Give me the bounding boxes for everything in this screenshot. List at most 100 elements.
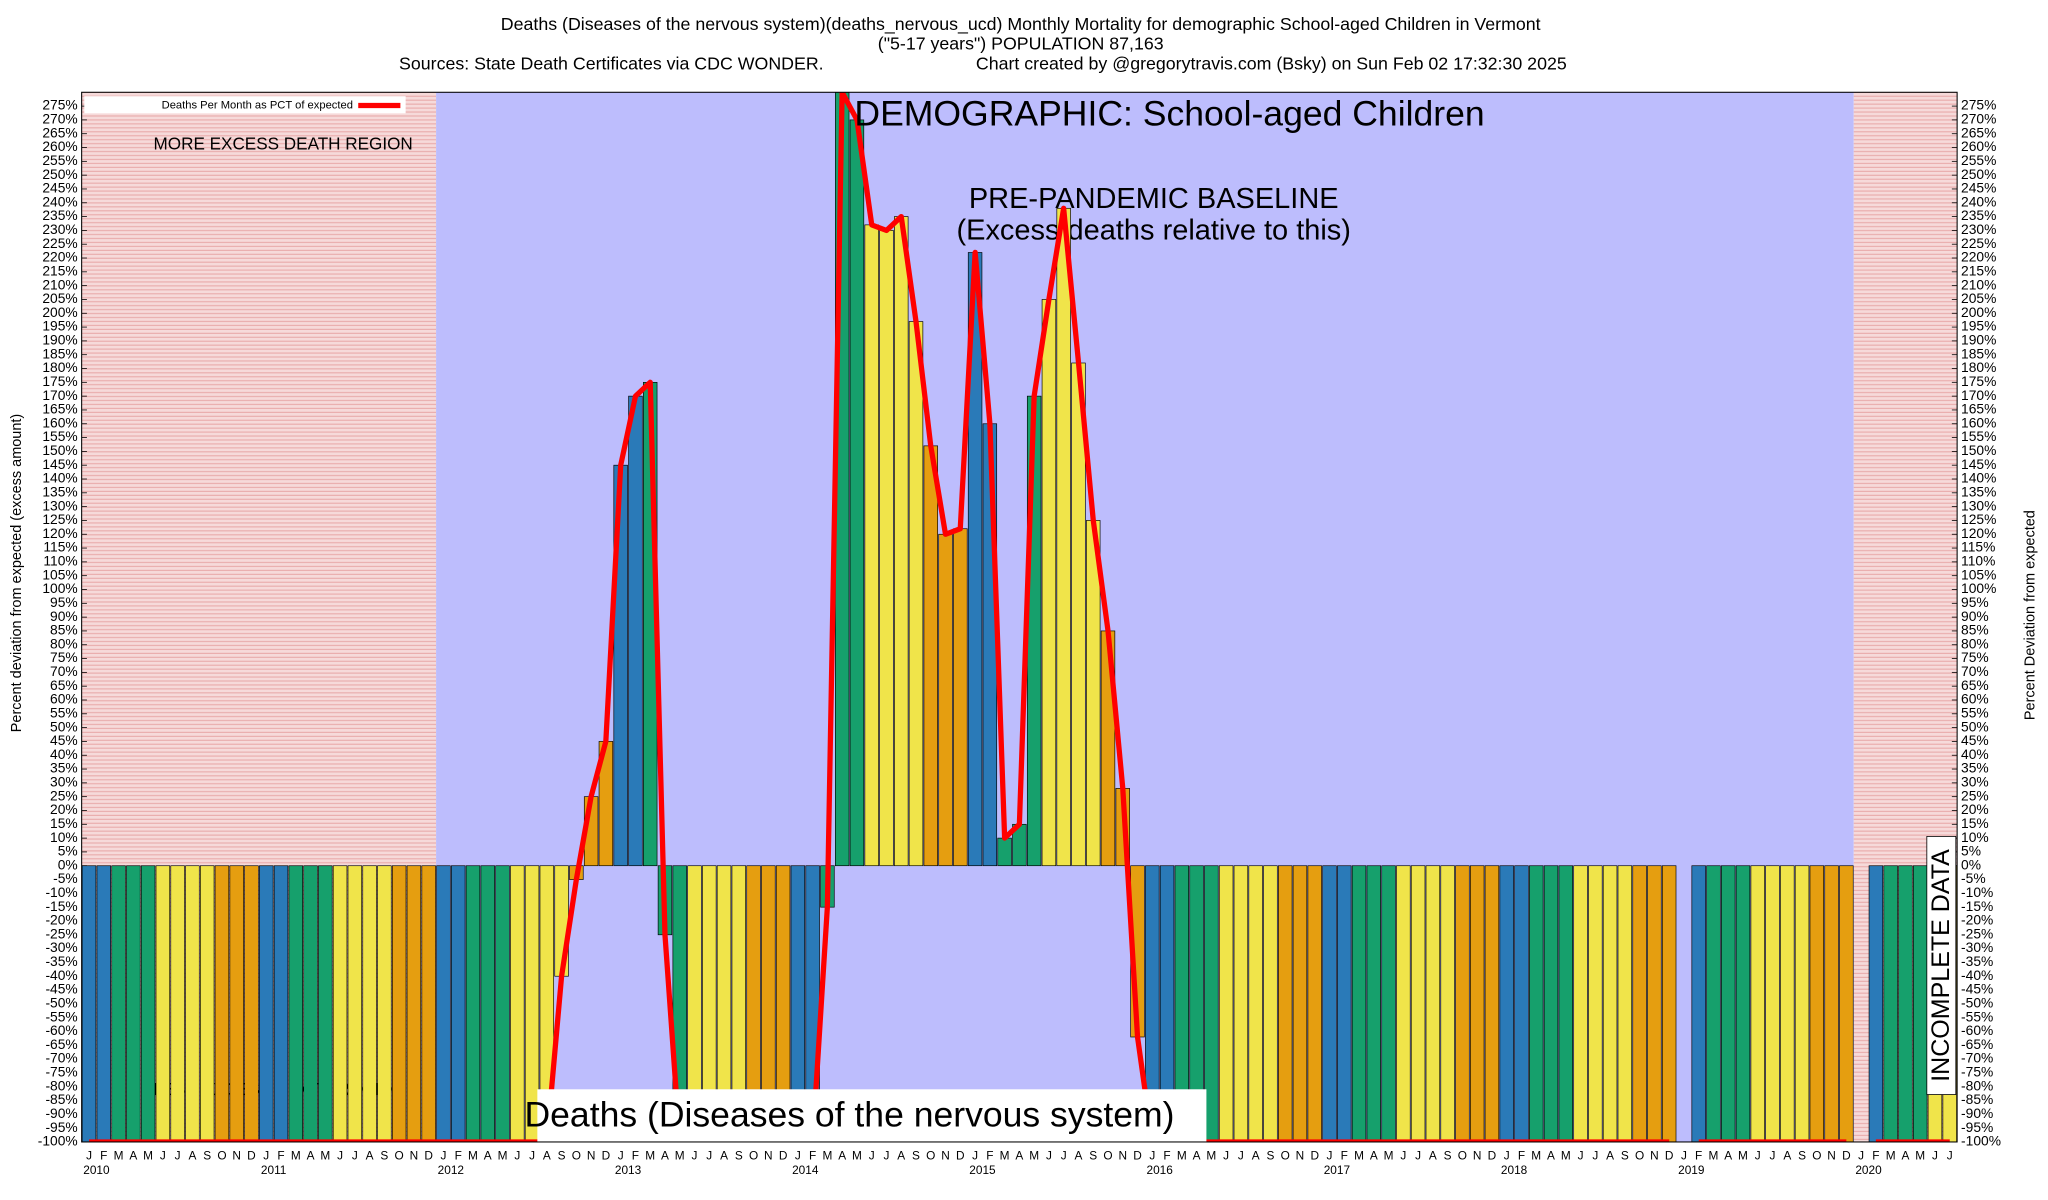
y2-tick-label: 130%: [1961, 497, 1996, 513]
x-tick-label: J: [337, 1149, 343, 1163]
x-tick-label: A: [1075, 1149, 1083, 1163]
x-tick-label: J: [440, 1149, 446, 1163]
y-tick-label: -45%: [45, 981, 77, 997]
x-tick-label: M: [1709, 1149, 1719, 1163]
x-tick-label: O: [926, 1149, 935, 1163]
x-tick-label: S: [735, 1149, 743, 1163]
cause-box: [537, 1089, 1207, 1142]
x-tick-label: A: [1783, 1149, 1791, 1163]
bar: [510, 865, 525, 1142]
y-tick-label: -40%: [45, 967, 77, 983]
x-tick-label: F: [632, 1149, 639, 1163]
legend-box: [84, 96, 406, 114]
annotation: DEMOGRAPHIC: School-aged Children: [854, 93, 1484, 133]
y-tick-label: 25%: [50, 787, 78, 803]
y-tick-label: 100%: [42, 580, 77, 596]
y-tick-label: 165%: [42, 401, 77, 417]
x-tick-label: S: [1444, 1149, 1452, 1163]
bar: [1868, 865, 1884, 1142]
y-tick-label: 70%: [50, 663, 78, 679]
x-tick-label: J: [706, 1149, 712, 1163]
x-tick-label: S: [1798, 1149, 1806, 1163]
x-tick-label: F: [809, 1149, 816, 1163]
y2-tick-label: 245%: [1961, 180, 1996, 196]
bar: [362, 865, 377, 1142]
x-tick-label: J: [529, 1149, 535, 1163]
bar: [1602, 865, 1618, 1142]
bar: [1337, 865, 1352, 1142]
bar: [1632, 865, 1647, 1142]
y2-tick-label: 270%: [1961, 111, 1996, 127]
x-tick-label: S: [1266, 1149, 1274, 1163]
y2-tick-label: 95%: [1961, 594, 1989, 610]
y2-tick-label: 5%: [1961, 843, 1981, 859]
x-tick-label: N: [1296, 1149, 1305, 1163]
x-tick-label: M: [645, 1149, 655, 1163]
x-tick-label: D: [779, 1149, 788, 1163]
y-tick-label: 180%: [42, 359, 77, 375]
y2-tick-label: 100%: [1961, 580, 1996, 596]
bar: [1145, 865, 1160, 1142]
x-tick-label: M: [114, 1149, 124, 1163]
bar: [702, 865, 717, 1142]
x-tick-label: N: [587, 1149, 596, 1163]
x-tick-label: J: [1947, 1149, 1953, 1163]
x-tick-label: J: [618, 1149, 624, 1163]
x-tick-label: J: [1415, 1149, 1421, 1163]
y2-tick-label: 25%: [1961, 787, 1989, 803]
bar: [1381, 865, 1396, 1142]
y2-tick-label: 10%: [1961, 829, 1989, 845]
x-tick-label: O: [1458, 1149, 1467, 1163]
bar: [775, 865, 791, 1142]
y2-tick-label: -40%: [1961, 967, 1993, 983]
y-tick-label: 120%: [42, 525, 77, 541]
y2-tick-label: 150%: [1961, 442, 1996, 458]
bar: [746, 865, 761, 1142]
y-tick-label: -15%: [45, 898, 77, 914]
x-tick-label: O: [572, 1149, 581, 1163]
y-tick-label: 55%: [50, 704, 78, 720]
y2-tick-label: 175%: [1961, 373, 1996, 389]
bar: [170, 865, 185, 1142]
bar: [318, 865, 333, 1142]
x-tick-label: M: [1354, 1149, 1364, 1163]
bar: [495, 865, 510, 1142]
x-tick-label: J: [972, 1149, 978, 1163]
x-tick-label: J: [1755, 1149, 1761, 1163]
x-tick-label: J: [1770, 1149, 1776, 1163]
y2-tick-label: 235%: [1961, 207, 1996, 223]
y-tick-label: -80%: [45, 1077, 77, 1093]
x-tick-label: D: [247, 1149, 256, 1163]
y-tick-label: 245%: [42, 180, 77, 196]
bar: [1396, 865, 1411, 1142]
bar: [923, 445, 938, 867]
bar: [1824, 865, 1839, 1142]
bar: [185, 865, 200, 1142]
y-tick-label: -25%: [45, 925, 77, 941]
y-tick-label: 95%: [50, 594, 78, 610]
x-tick-label: S: [380, 1149, 388, 1163]
annotation: INCOMPLETE DATA: [1927, 849, 1955, 1082]
year-label: 2016: [1147, 1163, 1174, 1177]
y2-tick-label: -35%: [1961, 953, 1993, 969]
x-tick-label: D: [602, 1149, 611, 1163]
y-tick-label: -35%: [45, 953, 77, 969]
y-tick-label: 160%: [42, 414, 77, 430]
bar: [1706, 865, 1721, 1142]
x-tick-label: J: [175, 1149, 181, 1163]
plot-frame: [81, 91, 1958, 1143]
bar: [273, 865, 289, 1142]
bar: [1278, 865, 1293, 1142]
y-tick-label: 35%: [50, 760, 78, 776]
x-tick-label: J: [1681, 1149, 1687, 1163]
bar: [1425, 865, 1441, 1142]
bar: [436, 865, 451, 1142]
x-tick-label: F: [1518, 1149, 1525, 1163]
y-axis-label: Percent deviation from expected (excess …: [9, 414, 25, 732]
x-tick-label: J: [514, 1149, 520, 1163]
x-tick-label: M: [320, 1149, 330, 1163]
x-tick-label: D: [956, 1149, 965, 1163]
x-tick-label: D: [1488, 1149, 1497, 1163]
y-tick-label: 115%: [43, 539, 77, 555]
